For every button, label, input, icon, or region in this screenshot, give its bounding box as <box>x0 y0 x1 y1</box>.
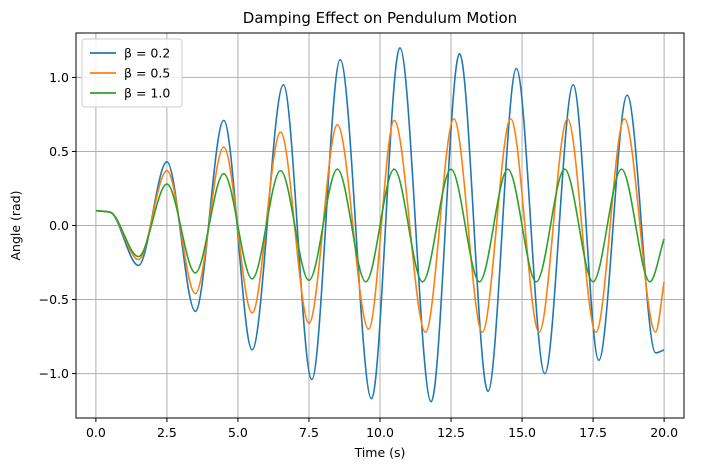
x-tick-label: 7.5 <box>299 425 319 440</box>
chart-title: Damping Effect on Pendulum Motion <box>243 9 517 27</box>
y-tick-label: −0.5 <box>39 292 69 307</box>
x-tick-label: 5.0 <box>228 425 248 440</box>
ticks: 0.0 2.5 5.0 7.5 10.0 12.5 15.0 17.5 20.0 −1.0 −0.5… <box>39 70 678 440</box>
series-line-1 <box>95 47 665 403</box>
legend-label: β = 1.0 <box>124 86 170 101</box>
legend-label: β = 0.5 <box>124 66 170 81</box>
x-axis-label: Time (s) <box>354 445 406 460</box>
y-tick-label: 0.0 <box>49 218 69 233</box>
x-tick-label: 2.5 <box>157 425 177 440</box>
x-tick-label: 17.5 <box>579 425 607 440</box>
y-tick-label: −1.0 <box>39 366 69 381</box>
y-axis-label: Angle (rad) <box>8 190 23 260</box>
series-line-2 <box>95 118 665 333</box>
y-tick-label: 1.0 <box>49 70 69 85</box>
x-tick-label: 15.0 <box>508 425 536 440</box>
series-line-3 <box>95 168 665 283</box>
series-lines <box>95 47 665 403</box>
legend: β = 0.2 β = 0.5 β = 1.0 <box>81 38 183 108</box>
y-tick-label: 0.5 <box>49 144 69 159</box>
x-tick-label: 0.0 <box>86 425 106 440</box>
x-tick-label: 20.0 <box>650 425 678 440</box>
x-tick-label: 10.0 <box>366 425 394 440</box>
legend-label: β = 0.2 <box>124 46 170 61</box>
legend-box <box>81 38 183 108</box>
x-tick-label: 12.5 <box>437 425 465 440</box>
